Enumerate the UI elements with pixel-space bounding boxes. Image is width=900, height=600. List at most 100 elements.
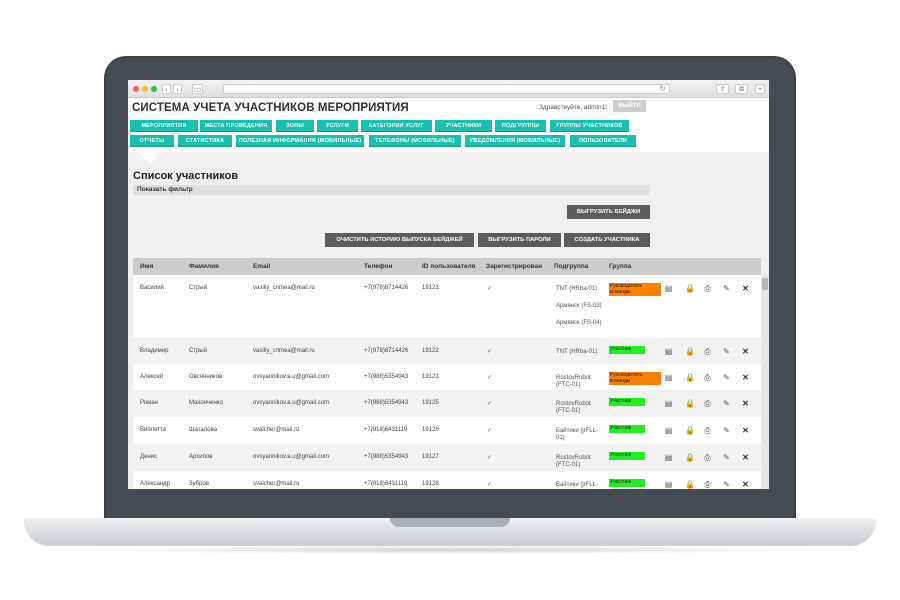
- column-header-2[interactable]: Фамилия: [189, 263, 219, 270]
- menu-item-7[interactable]: ПОДГРУППЫ: [495, 120, 546, 132]
- menu-item-8[interactable]: ГРУППЫ УЧАСТНИКОВ: [550, 120, 629, 132]
- print-icon[interactable]: ⎙: [704, 426, 711, 435]
- document-icon[interactable]: ▤: [664, 347, 673, 356]
- menu2-item-6[interactable]: ПОЛЬЗОВАТЕЛИ: [570, 135, 636, 147]
- table-row[interactable]: Алексей Овсянников ovsyannikov.a.u@gmail.c…: [133, 364, 761, 390]
- group-badge: Участник: [609, 452, 645, 460]
- logout-button[interactable]: ВЫЙТИ: [613, 100, 646, 112]
- delete-icon[interactable]: ✕: [742, 373, 749, 382]
- menu2-item-5[interactable]: УВЕДОМЛЕНИЯ (МОБИЛЬНЫЕ): [465, 135, 565, 147]
- forward-icon[interactable]: ›: [173, 84, 182, 94]
- last-name-cell: Зубров: [189, 481, 209, 487]
- edit-icon[interactable]: ✎: [723, 453, 730, 462]
- registered-check-icon: ✔: [487, 428, 493, 434]
- document-icon[interactable]: ▤: [664, 480, 673, 489]
- table-row[interactable]: Александр Зубров svalcher@mail.ru +7(918)64…: [133, 471, 761, 489]
- column-header-7[interactable]: Подгруппа: [554, 263, 589, 270]
- create-participant-button[interactable]: СОЗДАТЬ УЧАСТНИКА: [564, 233, 650, 247]
- group-badge: Участник: [609, 479, 645, 487]
- table-row[interactable]: Денис Архипов ovsyannikov.a.u@gmail.com +7(…: [133, 444, 761, 471]
- group-badge: Участник: [609, 398, 645, 406]
- edit-icon[interactable]: ✎: [723, 347, 730, 356]
- lock-icon[interactable]: 🔒: [685, 480, 695, 489]
- page-title: Список участников: [133, 170, 239, 182]
- document-icon[interactable]: ▤: [664, 426, 673, 435]
- phone-cell: +7(988)5354943: [364, 400, 409, 406]
- edit-icon[interactable]: ✎: [723, 373, 730, 382]
- edit-icon[interactable]: ✎: [723, 426, 730, 435]
- edit-icon[interactable]: ✎: [723, 480, 730, 489]
- column-header-6[interactable]: Зарегистрирован: [486, 263, 543, 270]
- table-row[interactable]: Виолетта Шаталова svalcher@mail.ru +7(918)6…: [133, 417, 761, 444]
- column-header-5[interactable]: ID пользователя: [422, 263, 476, 270]
- show-filter-toggle[interactable]: Показать фильтр: [133, 185, 650, 195]
- delete-icon[interactable]: ✕: [742, 480, 749, 489]
- print-icon[interactable]: ⎙: [704, 453, 711, 462]
- document-icon[interactable]: ▤: [664, 399, 673, 408]
- lock-icon[interactable]: 🔒: [685, 453, 695, 462]
- lock-icon[interactable]: 🔒: [685, 399, 695, 408]
- document-icon[interactable]: ▤: [664, 373, 673, 382]
- export-badges-button[interactable]: ВЫГРУЗИТЬ БЕЙДЖИ: [567, 205, 650, 219]
- url-bar[interactable]: ↻: [223, 84, 670, 94]
- menu-item-6[interactable]: УЧАСТНИКИ: [435, 120, 492, 132]
- subgroup-label: TNT (HRba-01): [556, 349, 598, 355]
- first-name-cell: Александр: [140, 481, 171, 487]
- delete-icon[interactable]: ✕: [742, 399, 749, 408]
- column-header-8[interactable]: Группа: [609, 263, 632, 270]
- document-icon[interactable]: ▤: [664, 284, 673, 293]
- share-icon[interactable]: ⇪: [716, 84, 729, 94]
- column-header-4[interactable]: Телефон: [364, 263, 393, 270]
- browser-chrome: ‹ › ▭ ↻ ⇪ ⧉ +: [128, 80, 769, 98]
- lock-icon[interactable]: 🔒: [685, 373, 695, 382]
- new-tab-icon[interactable]: +: [755, 84, 765, 94]
- document-icon[interactable]: ▤: [664, 453, 673, 462]
- reload-icon[interactable]: ↻: [659, 84, 666, 93]
- menu-item-4[interactable]: УСЛУГИ: [317, 120, 358, 132]
- minimize-window-dot[interactable]: [142, 86, 148, 92]
- tabs-icon[interactable]: ⧉: [735, 84, 748, 94]
- edit-icon[interactable]: ✎: [723, 284, 730, 293]
- back-icon[interactable]: ‹: [162, 84, 171, 94]
- laptop-shadow: [60, 546, 840, 554]
- delete-icon[interactable]: ✕: [742, 284, 749, 293]
- print-icon[interactable]: ⎙: [704, 399, 711, 408]
- edit-icon[interactable]: ✎: [723, 399, 730, 408]
- delete-icon[interactable]: ✕: [742, 453, 749, 462]
- phone-cell: +7(978)8714426: [364, 285, 409, 291]
- menu2-item-2[interactable]: СТАТИСТИКА: [178, 135, 232, 147]
- lock-icon[interactable]: 🔒: [685, 347, 695, 356]
- delete-icon[interactable]: ✕: [742, 347, 749, 356]
- menu-item-3[interactable]: ЗОНЫ: [276, 120, 314, 132]
- menu-item-2[interactable]: МЕСТА ПРОВЕДЕНИЯ: [200, 120, 272, 132]
- sidebar-icon[interactable]: ▭: [192, 84, 203, 94]
- print-icon[interactable]: ⎙: [704, 347, 711, 356]
- column-header-1[interactable]: Имя: [140, 263, 154, 270]
- registered-check-icon: ✔: [487, 286, 493, 292]
- clear-history-button[interactable]: ОЧИСТИТЬ ИСТОРИЮ ВЫПУСКА БЕЙДЖЕЙ: [325, 233, 474, 247]
- delete-icon[interactable]: ✕: [742, 426, 749, 435]
- lock-icon[interactable]: 🔒: [685, 284, 695, 293]
- scrollbar-track[interactable]: [761, 275, 769, 489]
- menu2-item-4[interactable]: ТЕЛЕФОНЫ (МОБИЛЬНЫЕ): [369, 135, 461, 147]
- menu-item-1[interactable]: МЕРОПРИЯТИЯ: [130, 120, 198, 132]
- print-icon[interactable]: ⎙: [704, 373, 711, 382]
- maximize-window-dot[interactable]: [151, 86, 157, 92]
- menu-item-5[interactable]: КАТЕГОРИИ УСЛУГ: [361, 120, 432, 132]
- lock-icon[interactable]: 🔒: [685, 426, 695, 435]
- table-row[interactable]: Владимир Стрый vasiliy_crimea@mail.ru +7(97…: [133, 338, 761, 364]
- table-row[interactable]: Роман Махонченко ovsyannikov.a.u@gmail.com…: [133, 390, 761, 417]
- table-row[interactable]: Василий Стрый vasiliy_crimea@mail.ru +7(978…: [133, 275, 761, 338]
- print-icon[interactable]: ⎙: [704, 284, 711, 293]
- print-icon[interactable]: ⎙: [704, 480, 711, 489]
- first-name-cell: Роман: [140, 400, 158, 406]
- subgroup-label: Армянск (FS-04): [556, 320, 602, 326]
- menu2-item-1[interactable]: ОТЧЕТЫ: [130, 135, 174, 147]
- close-window-dot[interactable]: [133, 86, 139, 92]
- menu2-item-3[interactable]: ПОЛЕЗНАЯ ИНФОРМАЦИЯ (МОБИЛЬНЫЕ): [236, 135, 364, 147]
- first-name-cell: Виолетта: [140, 427, 166, 433]
- scrollbar-thumb[interactable]: [762, 278, 768, 290]
- export-passwords-button[interactable]: ВЫГРУЗИТЬ ПАРОЛИ: [478, 233, 561, 247]
- registered-check-icon: ✔: [487, 401, 493, 407]
- column-header-3[interactable]: Email: [253, 263, 271, 270]
